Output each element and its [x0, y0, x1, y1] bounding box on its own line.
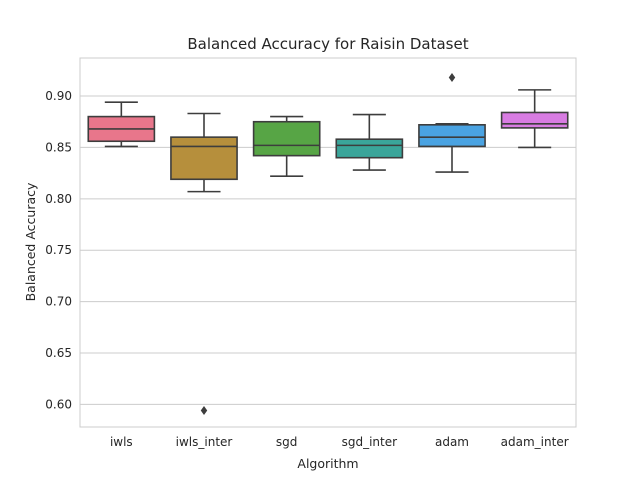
y-tick-label: 0.65: [45, 346, 72, 360]
y-axis-label: Balanced Accuracy: [23, 182, 38, 301]
box-iqr: [335, 138, 404, 159]
boxes: [87, 73, 569, 416]
box-group-sgd: [252, 115, 321, 178]
chart-title: Balanced Accuracy for Raisin Dataset: [187, 35, 468, 53]
box-group-iwls_inter: [170, 112, 238, 416]
box-group-iwls: [87, 101, 156, 148]
y-tick-label: 0.70: [45, 295, 72, 309]
box-iqr: [418, 124, 486, 148]
y-axis-ticks: 0.60 0.65 0.70 0.75 0.80 0.85 0.90: [45, 89, 72, 411]
y-tick-label: 0.75: [45, 243, 72, 257]
box-group-adam_inter: [500, 89, 569, 149]
x-tick-label: iwls_inter: [176, 435, 233, 449]
x-tick-label: iwls: [110, 435, 133, 449]
x-tick-label: adam_inter: [501, 435, 569, 449]
box-group-sgd_inter: [335, 113, 404, 171]
box-iqr: [500, 111, 569, 129]
plot-frame: [79, 57, 577, 428]
gridlines: [80, 95, 576, 405]
box-group-adam: [418, 73, 486, 173]
outlier-point: [200, 406, 208, 416]
y-tick-label: 0.90: [45, 89, 72, 103]
y-tick-label: 0.85: [45, 140, 72, 154]
y-tick-label: 0.80: [45, 192, 72, 206]
box-iqr: [170, 136, 238, 181]
x-axis-ticks: iwls iwls_inter sgd sgd_inter adam adam_inter: [110, 435, 569, 449]
x-tick-label: sgd_inter: [342, 435, 398, 449]
outlier-point: [448, 73, 456, 83]
x-axis-label: Algorithm: [297, 456, 358, 471]
y-tick-label: 0.60: [45, 397, 72, 411]
x-tick-label: adam: [435, 435, 469, 449]
box-iqr: [252, 120, 321, 157]
x-tick-label: sgd: [276, 435, 298, 449]
